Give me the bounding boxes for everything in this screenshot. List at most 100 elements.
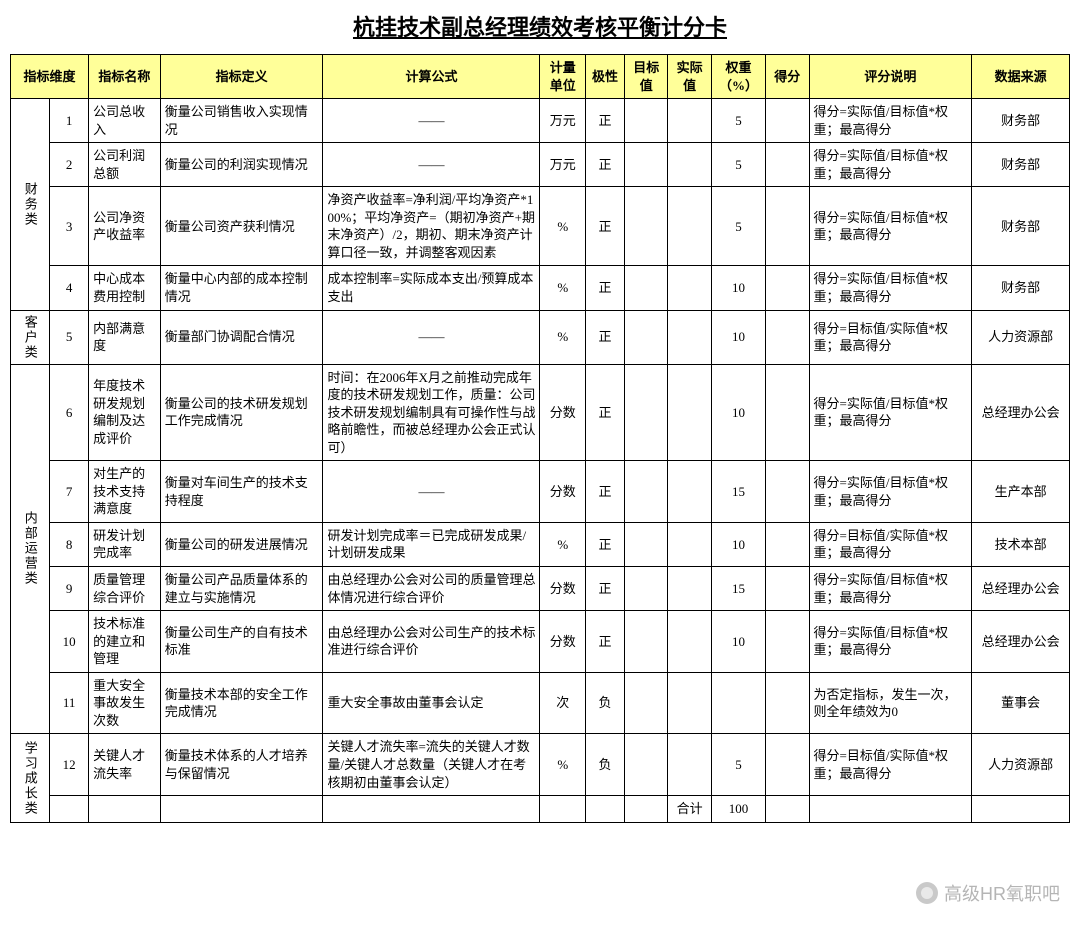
actual-cell xyxy=(668,522,711,566)
scoring-cell: 为否定指标，发生一次，则全年绩效为0 xyxy=(809,672,972,734)
table-row: 2 公司利润总额 衡量公司的利润实现情况 —— 万元 正 5 得分=实际值/目标… xyxy=(11,143,1070,187)
table-row: 3 公司净资产收益率 衡量公司资产获利情况 净资产收益率=净利润/平均净资产*1… xyxy=(11,187,1070,266)
table-row: 学习成长类 12 关键人才流失率 衡量技术体系的人才培养与保留情况 关键人才流失… xyxy=(11,734,1070,796)
indicator-formula: 重大安全事故由董事会认定 xyxy=(323,672,540,734)
table-row: 10 技术标准的建立和管理 衡量公司生产的自有技术标准 由总经理办公会对公司生产… xyxy=(11,611,1070,673)
score-cell xyxy=(766,672,809,734)
indicator-name: 关键人才流失率 xyxy=(89,734,161,796)
source-cell: 技术本部 xyxy=(972,522,1070,566)
target-cell xyxy=(625,672,668,734)
col-polarity: 极性 xyxy=(586,55,625,99)
actual-cell xyxy=(668,567,711,611)
actual-cell xyxy=(668,99,711,143)
table-row: 内部运营类 6 年度技术研发规划编制及达成评价 衡量公司的技术研发规划工作完成情… xyxy=(11,364,1070,461)
target-cell xyxy=(625,734,668,796)
indicator-formula: 关键人才流失率=流失的关键人才数量/关键人才总数量（关键人才在考核期初由董事会认… xyxy=(323,734,540,796)
target-cell xyxy=(625,266,668,310)
indicator-polarity: 正 xyxy=(586,266,625,310)
col-formula: 计算公式 xyxy=(323,55,540,99)
indicator-polarity: 正 xyxy=(586,187,625,266)
indicator-unit: % xyxy=(540,266,586,310)
indicator-polarity: 负 xyxy=(586,734,625,796)
indicator-name: 内部满意度 xyxy=(89,310,161,364)
row-no: 12 xyxy=(50,734,89,796)
indicator-unit: % xyxy=(540,522,586,566)
indicator-def: 衡量公司的技术研发规划工作完成情况 xyxy=(160,364,323,461)
header-row: 指标维度 指标名称 指标定义 计算公式 计量单位 极性 目标值 实际值 权重（%… xyxy=(11,55,1070,99)
weight-cell: 10 xyxy=(711,310,765,364)
actual-cell xyxy=(668,672,711,734)
indicator-name: 研发计划完成率 xyxy=(89,522,161,566)
scoring-cell: 得分=目标值/实际值*权重；最高得分 xyxy=(809,734,972,796)
row-no: 4 xyxy=(50,266,89,310)
indicator-formula: 由总经理办公会对公司生产的技术标准进行综合评价 xyxy=(323,611,540,673)
score-cell xyxy=(766,187,809,266)
page-title: 杭挂技术副总经理绩效考核平衡计分卡 xyxy=(10,10,1070,42)
scoring-cell: 得分=实际值/目标值*权重；最高得分 xyxy=(809,611,972,673)
indicator-unit: 次 xyxy=(540,672,586,734)
col-unit: 计量单位 xyxy=(540,55,586,99)
row-no: 11 xyxy=(50,672,89,734)
row-no: 10 xyxy=(50,611,89,673)
scoring-cell: 得分=实际值/目标值*权重；最高得分 xyxy=(809,143,972,187)
scoring-cell: 得分=实际值/目标值*权重；最高得分 xyxy=(809,99,972,143)
col-dimension: 指标维度 xyxy=(11,55,89,99)
weight-cell xyxy=(711,672,765,734)
score-cell xyxy=(766,143,809,187)
indicator-polarity: 正 xyxy=(586,461,625,523)
source-cell: 总经理办公会 xyxy=(972,567,1070,611)
weight-cell: 15 xyxy=(711,461,765,523)
indicator-name: 质量管理综合评价 xyxy=(89,567,161,611)
indicator-polarity: 负 xyxy=(586,672,625,734)
source-cell: 总经理办公会 xyxy=(972,611,1070,673)
table-row: 财务类 1 公司总收入 衡量公司销售收入实现情况 —— 万元 正 5 得分=实际… xyxy=(11,99,1070,143)
row-no: 2 xyxy=(50,143,89,187)
score-cell xyxy=(766,364,809,461)
indicator-formula: —— xyxy=(323,310,540,364)
total-label: 合计 xyxy=(668,796,711,823)
source-cell: 人力资源部 xyxy=(972,734,1070,796)
col-source: 数据来源 xyxy=(972,55,1070,99)
indicator-name: 对生产的技术支持满意度 xyxy=(89,461,161,523)
indicator-formula: 净资产收益率=净利润/平均净资产*100%；平均净资产=（期初净资产+期末净资产… xyxy=(323,187,540,266)
actual-cell xyxy=(668,611,711,673)
actual-cell xyxy=(668,266,711,310)
indicator-polarity: 正 xyxy=(586,567,625,611)
indicator-unit: 万元 xyxy=(540,99,586,143)
row-no: 5 xyxy=(50,310,89,364)
indicator-name: 年度技术研发规划编制及达成评价 xyxy=(89,364,161,461)
scoring-cell: 得分=目标值/实际值*权重；最高得分 xyxy=(809,522,972,566)
scoring-cell: 得分=实际值/目标值*权重；最高得分 xyxy=(809,567,972,611)
target-cell xyxy=(625,461,668,523)
indicator-unit: % xyxy=(540,187,586,266)
col-target: 目标值 xyxy=(625,55,668,99)
col-scoring: 评分说明 xyxy=(809,55,972,99)
source-cell: 财务部 xyxy=(972,187,1070,266)
col-weight: 权重（%） xyxy=(711,55,765,99)
indicator-polarity: 正 xyxy=(586,611,625,673)
indicator-name: 公司利润总额 xyxy=(89,143,161,187)
source-cell: 生产本部 xyxy=(972,461,1070,523)
score-cell xyxy=(766,310,809,364)
indicator-name: 公司净资产收益率 xyxy=(89,187,161,266)
source-cell: 董事会 xyxy=(972,672,1070,734)
indicator-def: 衡量技术本部的安全工作完成情况 xyxy=(160,672,323,734)
indicator-unit: 分数 xyxy=(540,567,586,611)
target-cell xyxy=(625,567,668,611)
actual-cell xyxy=(668,734,711,796)
target-cell xyxy=(625,187,668,266)
dim-finance: 财务类 xyxy=(21,182,39,227)
score-cell xyxy=(766,611,809,673)
source-cell: 人力资源部 xyxy=(972,310,1070,364)
source-cell: 财务部 xyxy=(972,99,1070,143)
table-row: 4 中心成本费用控制 衡量中心内部的成本控制情况 成本控制率=实际成本支出/预算… xyxy=(11,266,1070,310)
indicator-name: 重大安全事故发生次数 xyxy=(89,672,161,734)
indicator-unit: % xyxy=(540,310,586,364)
indicator-def: 衡量公司生产的自有技术标准 xyxy=(160,611,323,673)
indicator-formula: 研发计划完成率＝已完成研发成果/计划研发成果 xyxy=(323,522,540,566)
dim-learning: 学习成长类 xyxy=(21,741,39,816)
source-cell: 财务部 xyxy=(972,266,1070,310)
weight-cell: 10 xyxy=(711,522,765,566)
weight-cell: 5 xyxy=(711,734,765,796)
weight-cell: 5 xyxy=(711,143,765,187)
